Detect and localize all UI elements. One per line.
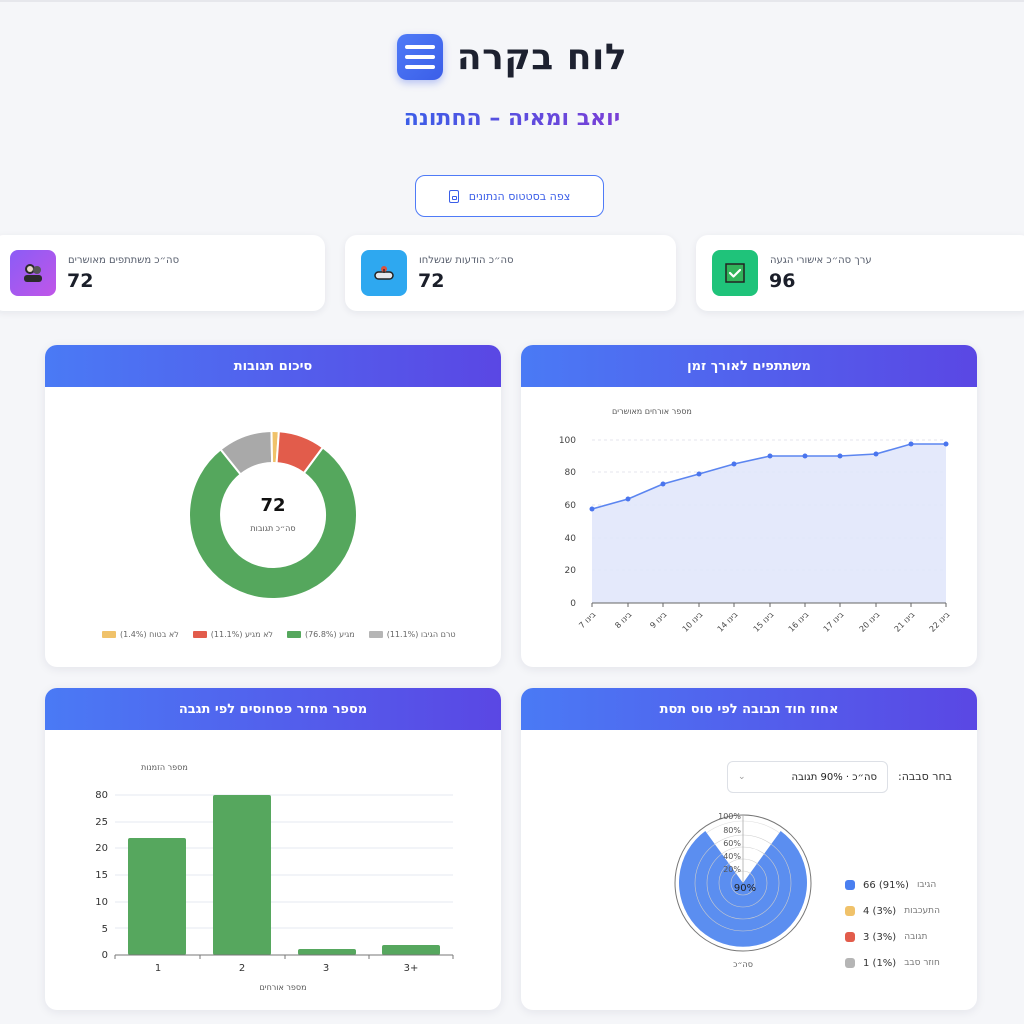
view-data-status-button[interactable]: צפה בסטטוס הנתונים bbox=[415, 175, 604, 217]
svg-text:סה״כ: סה״כ bbox=[733, 960, 753, 969]
svg-text:20 בינו: 20 בינו bbox=[858, 610, 882, 634]
svg-text:100: 100 bbox=[559, 436, 576, 446]
svg-text:60%: 60% bbox=[723, 839, 741, 848]
svg-text:0: 0 bbox=[102, 950, 108, 961]
legend-item-not-sure[interactable]: לא בטוח (1.4%) bbox=[102, 630, 179, 639]
svg-text:20%: 20% bbox=[723, 865, 741, 874]
stat-label: ערך סה״כ אישורי הגעה bbox=[770, 255, 872, 266]
svg-text:16 בינו: 16 בינו bbox=[787, 610, 811, 634]
bar-1[interactable] bbox=[128, 838, 186, 955]
stat-card-confirmed-guests: סה״כ משתתפים מאושרים 72 bbox=[0, 235, 325, 311]
stat-value: 72 bbox=[67, 270, 94, 292]
response-rate-panel: אחוז חוד תבובה לפי סוס תסת בחר סבבה: ⌄ ס… bbox=[521, 688, 977, 1010]
svg-text:מספר אורחים: מספר אורחים bbox=[259, 983, 306, 992]
svg-text:60: 60 bbox=[565, 501, 577, 511]
svg-text:21 בינו: 21 בינו bbox=[893, 610, 917, 634]
chevron-down-icon: ⌄ bbox=[738, 772, 746, 782]
stat-label: סה״כ משתתפים מאושרים bbox=[68, 255, 180, 266]
svg-text:14 בינו: 14 בינו bbox=[716, 610, 740, 634]
svg-text:3+: 3+ bbox=[404, 963, 419, 974]
panel-title: סיכום תגובות bbox=[45, 345, 501, 387]
panel-title: מספר מחזר פסחוסים לפי תגבה bbox=[45, 688, 501, 730]
svg-text:20: 20 bbox=[95, 843, 108, 854]
svg-text:8 בינו: 8 בינו bbox=[613, 610, 633, 630]
svg-text:17 בינו: 17 בינו bbox=[822, 610, 846, 634]
svg-text:2: 2 bbox=[239, 963, 245, 974]
svg-text:90%: 90% bbox=[734, 883, 756, 894]
response-rate-legend: 66 (91%) הגיבו 4 (3%) התעכבות 3 (3%) תגובה … bbox=[845, 878, 940, 970]
svg-text:40%: 40% bbox=[723, 852, 741, 861]
area-fill bbox=[592, 444, 946, 603]
svg-text:מספר אורחים מאושרים: מספר אורחים מאושרים bbox=[612, 407, 692, 416]
svg-text:20: 20 bbox=[565, 566, 577, 576]
donut-segment-not-attending[interactable] bbox=[275, 430, 325, 475]
panel-title: משתתפים לאורך זמן bbox=[521, 345, 977, 387]
svg-text:9 בינו: 9 בינו bbox=[648, 610, 668, 630]
svg-text:5: 5 bbox=[102, 924, 108, 935]
svg-text:80%: 80% bbox=[723, 826, 741, 835]
responded-slice[interactable] bbox=[679, 831, 807, 947]
event-subtitle: יואב ומאיה – החתונה bbox=[403, 106, 621, 131]
message-icon bbox=[361, 250, 407, 296]
responses-summary-panel: סיכום תגובות 72 סה״כ תגובות לא בטוח (1.4… bbox=[45, 345, 501, 667]
round-select[interactable]: ⌄ סה״כ · 90% תגובה bbox=[727, 761, 888, 793]
stat-label: סה״כ הודעות שנשלחו bbox=[419, 255, 514, 266]
legend-item-attending[interactable]: מגיע (76.8%) bbox=[286, 630, 355, 639]
svg-text:25: 25 bbox=[95, 817, 108, 828]
round-select-value: סה״כ · 90% תגובה bbox=[791, 771, 877, 783]
donut-legend: לא בטוח (1.4%) לא מגיע (11.1%) מגיע (76.… bbox=[102, 630, 456, 639]
participants-over-time-panel: משתתפים לאורך זמן מספר אורחים מאושרים 0 … bbox=[521, 345, 977, 667]
menu-logo-icon bbox=[396, 34, 443, 80]
panel-title: אחוז חוד תבובה לפי סוס תסת bbox=[521, 688, 977, 730]
bar-3[interactable] bbox=[298, 949, 356, 955]
svg-text:80: 80 bbox=[95, 790, 108, 801]
guests-icon bbox=[10, 250, 56, 296]
stat-card-messages-sent: סה״כ הודעות שנשלחו 72 bbox=[345, 235, 676, 311]
svg-text:10: 10 bbox=[95, 897, 108, 908]
svg-text:1: 1 bbox=[155, 963, 161, 974]
legend-item-no-response[interactable]: טרם הגיבו (11.1%) bbox=[368, 630, 456, 639]
svg-text:15: 15 bbox=[95, 870, 108, 881]
stat-value: 96 bbox=[769, 270, 796, 292]
round-select-label: בחר סבבה: bbox=[898, 770, 953, 783]
stat-value: 72 bbox=[418, 270, 445, 292]
guests-by-invitation-panel: מספר מחזר פסחוסים לפי תגבה מספר הזמנות 0… bbox=[45, 688, 501, 1010]
button-label: צפה בסטטוס הנתונים bbox=[468, 189, 571, 203]
svg-text:7 בינו: 7 בינו bbox=[577, 610, 597, 630]
check-icon bbox=[712, 250, 758, 296]
svg-text:72: 72 bbox=[260, 495, 285, 516]
page-title: לוח בקרה bbox=[456, 36, 628, 78]
guests-bar-chart: מספר הזמנות 0 5 10 15 20 25 80 1 2 3 bbox=[95, 763, 454, 992]
legend-item-not-attending[interactable]: לא מגיע (11.1%) bbox=[192, 630, 273, 639]
svg-text:40: 40 bbox=[565, 534, 577, 544]
svg-text:מספר הזמנות: מספר הזמנות bbox=[141, 763, 188, 772]
legend-item-response[interactable]: 3 (3%) תגובה bbox=[845, 930, 940, 944]
page-header: לוח בקרה bbox=[0, 34, 1024, 80]
svg-text:80: 80 bbox=[565, 468, 577, 478]
participants-line-chart: מספר אורחים מאושרים 0 20 40 60 80 100 bbox=[559, 407, 952, 634]
responses-donut-chart: 72 סה״כ תגובות bbox=[188, 429, 358, 601]
svg-text:סה״כ תגובות: סה״כ תגובות bbox=[250, 524, 295, 533]
svg-text:10 בינו: 10 בינו bbox=[681, 610, 705, 634]
file-icon bbox=[448, 189, 459, 203]
response-rate-polar-chart: 100% 80% 60% 40% 20% 90% סה״כ bbox=[674, 812, 812, 969]
svg-text:3: 3 bbox=[323, 963, 329, 974]
legend-item-repeat-round[interactable]: 1 (1%) חוזר סבב bbox=[845, 956, 940, 970]
svg-text:15 בינו: 15 בינו bbox=[752, 610, 776, 634]
legend-item-delayed[interactable]: 4 (3%) התעכבות bbox=[845, 904, 940, 918]
donut-segment-attending[interactable] bbox=[188, 446, 358, 601]
svg-text:100%: 100% bbox=[718, 812, 741, 821]
top-border bbox=[0, 0, 1024, 2]
stat-card-rsvp-value: ערך סה״כ אישורי הגעה 96 bbox=[696, 235, 1024, 311]
svg-text:22 בינו: 22 בינו bbox=[928, 610, 952, 634]
legend-item-responded[interactable]: 66 (91%) הגיבו bbox=[845, 878, 940, 892]
svg-text:0: 0 bbox=[570, 599, 576, 609]
bar-3-plus[interactable] bbox=[382, 945, 440, 955]
bar-2[interactable] bbox=[213, 795, 271, 955]
